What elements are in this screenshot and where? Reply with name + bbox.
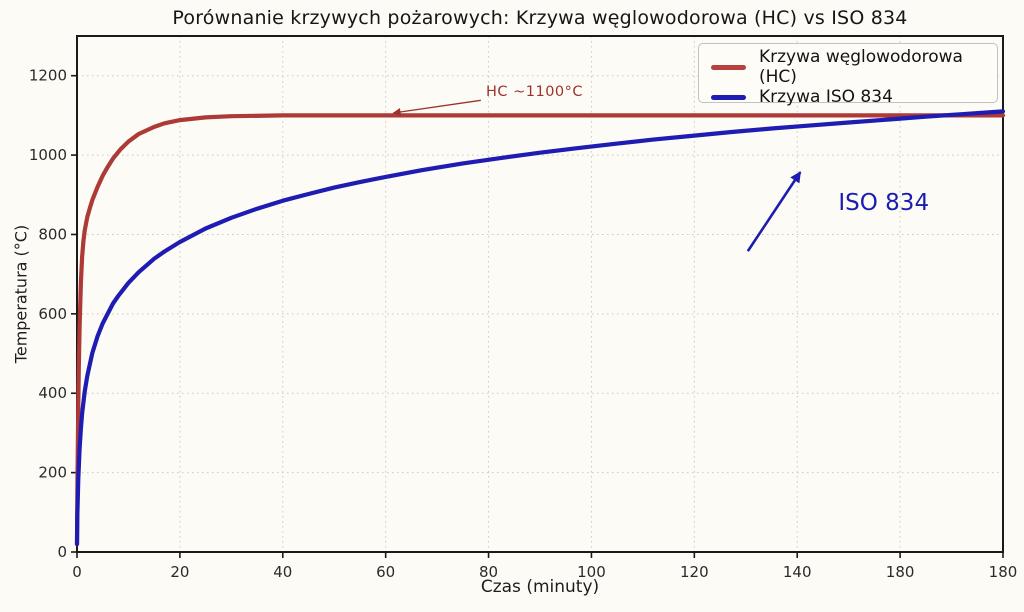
- x-axis-label: Czas (minuty): [480, 577, 600, 597]
- chart-title: Porównanie krzywych pożarowych: Krzywa w…: [172, 7, 908, 29]
- x-tick-label: 40: [273, 563, 292, 581]
- series-iso: [74, 109, 1006, 547]
- y-tick-label: 600: [38, 305, 67, 323]
- x-tick-label: 20: [170, 563, 189, 581]
- x-tick-label: 0: [72, 563, 82, 581]
- annotation-arrow-0: [392, 99, 481, 116]
- x-tick-label: 80: [479, 563, 498, 581]
- series-hc: [74, 113, 1006, 547]
- y-tick-label: 0: [57, 543, 67, 561]
- x-tick-label: 140: [783, 563, 812, 581]
- y-tick-label: 400: [38, 384, 67, 402]
- x-tick-label: 100: [577, 563, 606, 581]
- legend-entry-hc: Krzywa węglowodorowa (HC): [711, 47, 985, 87]
- annotation-arrow-1: [746, 171, 802, 252]
- y-tick-label: 200: [38, 464, 67, 482]
- y-tick-label: 1000: [29, 146, 67, 164]
- x-tick-label: 180: [989, 563, 1018, 581]
- iso-line-swatch: [711, 94, 746, 100]
- legend-entry-iso: Krzywa ISO 834: [711, 87, 985, 107]
- y-tick-label: 1200: [29, 67, 67, 85]
- y-tick-label: 800: [38, 225, 67, 243]
- plot-border: [76, 35, 1004, 553]
- hc-annotation-text: HC ~1100°C: [485, 83, 584, 100]
- legend-label-iso: Krzywa ISO 834: [759, 87, 893, 107]
- x-tick-label: 60: [376, 563, 395, 581]
- x-tick-label: 120: [680, 563, 709, 581]
- x-tick-label: 180: [886, 563, 915, 581]
- y-axis-label: Temperatura (°C): [11, 224, 31, 364]
- legend: Krzywa węglowodorowa (HC) Krzywa ISO 834: [698, 43, 998, 107]
- legend-label-hc: Krzywa węglowodorowa (HC): [759, 47, 963, 87]
- iso-annotation-text: ISO 834: [838, 189, 930, 216]
- hc-line-swatch: [711, 64, 746, 70]
